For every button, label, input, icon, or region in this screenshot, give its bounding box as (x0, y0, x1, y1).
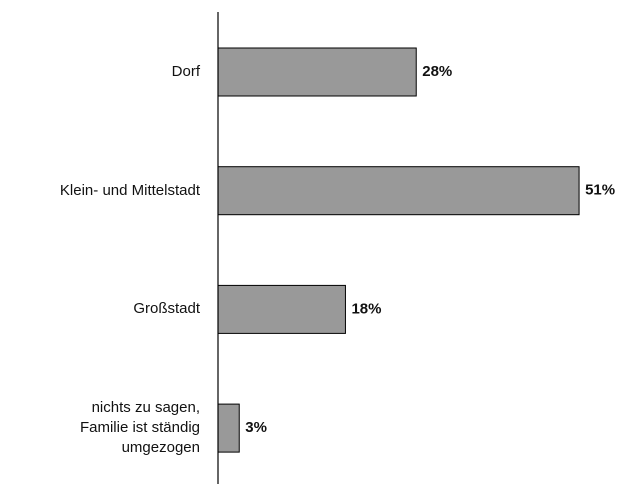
value-label: 18% (351, 300, 381, 317)
value-label: 28% (422, 63, 452, 80)
category-label: Klein- und Mittelstadt (59, 181, 200, 199)
bar (217, 284, 346, 334)
category-label: Großstadt (133, 300, 200, 318)
bar (217, 403, 240, 453)
bar (217, 47, 417, 97)
value-label: 51% (585, 182, 615, 199)
category-label: Dorf (171, 63, 200, 80)
value-label: 3% (245, 419, 267, 436)
bar (217, 166, 580, 216)
category-label: nichts zu sagen, Familie ist ständig umg… (79, 399, 200, 457)
